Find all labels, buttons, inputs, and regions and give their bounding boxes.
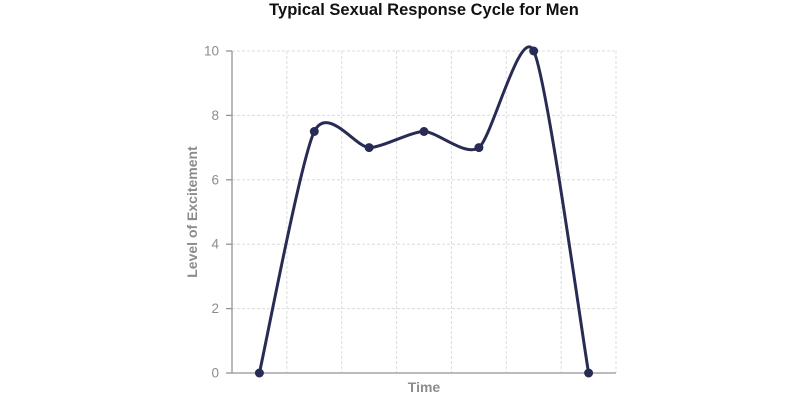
y-tick-label: 10: [204, 44, 219, 59]
data-point-marker: [419, 127, 429, 136]
y-tick-label: 4: [211, 237, 219, 252]
data-point-marker: [254, 368, 264, 378]
data-point-marker: [474, 143, 484, 153]
excitement-curve: [257, 45, 591, 375]
x-axis-title: Time: [407, 379, 441, 395]
y-tick-label: 2: [211, 301, 219, 316]
y-tick-label: 0: [211, 366, 219, 381]
chart-title: Typical Sexual Response Cycle for Men: [232, 1, 616, 20]
y-tick-label: 8: [211, 108, 219, 123]
data-point-marker: [584, 368, 594, 378]
y-tick-label: 6: [211, 172, 219, 187]
data-point-marker: [529, 46, 539, 56]
data-point-marker: [309, 127, 319, 136]
data-point-marker: [364, 143, 374, 153]
chart-title-text: Typical Sexual Response Cycle for Men: [269, 1, 579, 19]
